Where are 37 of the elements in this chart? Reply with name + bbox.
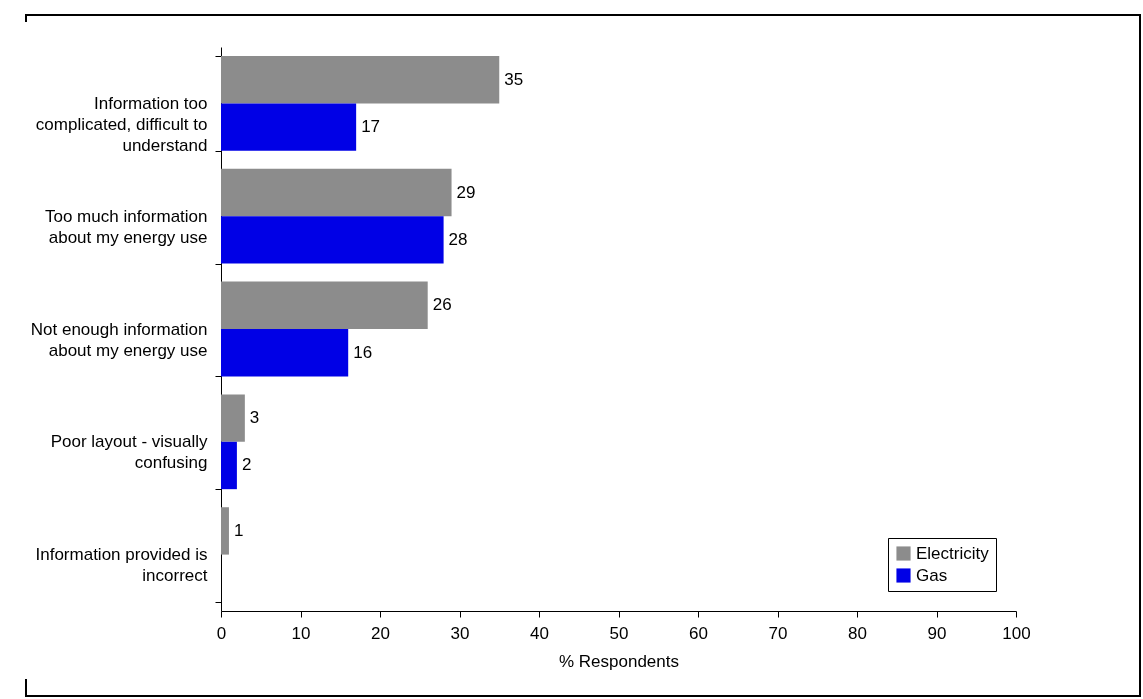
bar: [221, 441, 237, 490]
bar: [221, 394, 245, 442]
x-tick-label: 80: [848, 623, 867, 643]
x-tick-label: 60: [689, 623, 708, 643]
bar: [221, 281, 428, 329]
x-tick-label: 30: [450, 623, 470, 643]
x-tick-label: 100: [1002, 623, 1031, 643]
bar: [221, 56, 500, 104]
x-axis-title: % Respondents: [558, 651, 680, 671]
x-tick-label: 10: [291, 623, 311, 643]
y-tick-label: Poor layout - visually confusing: [50, 432, 208, 473]
y-tick-label: Information too complicated, difficult to understand: [35, 93, 208, 155]
data-label: 35: [504, 69, 524, 89]
data-label: 28: [448, 229, 468, 249]
bar: [221, 216, 444, 264]
y-tick-label: Too much information about my energy use: [44, 206, 208, 247]
y-tick-label: Information provided is incorrect: [35, 545, 208, 586]
y-tick-label: Not enough information about my energy use: [30, 319, 208, 360]
x-tick-label: 0: [216, 623, 227, 643]
data-label: 3: [249, 408, 260, 428]
data-label: 26: [432, 295, 452, 315]
bar: [221, 329, 349, 377]
data-label: 17: [361, 117, 381, 137]
x-tick-label: 70: [768, 623, 788, 643]
data-label: 2: [241, 455, 252, 475]
data-label: 29: [456, 182, 476, 202]
bar: [221, 507, 229, 555]
bar: [221, 103, 357, 151]
x-tick-label: 50: [609, 623, 629, 643]
data-label: 1: [233, 520, 244, 540]
legend-label: Electricity: [916, 543, 990, 563]
x-tick-label: 20: [371, 623, 390, 643]
legend-label: Gas: [916, 565, 948, 585]
x-tick-label: 40: [530, 623, 549, 643]
bar: [221, 168, 452, 217]
data-label: 16: [353, 342, 373, 362]
x-tick-label: 90: [927, 623, 947, 643]
